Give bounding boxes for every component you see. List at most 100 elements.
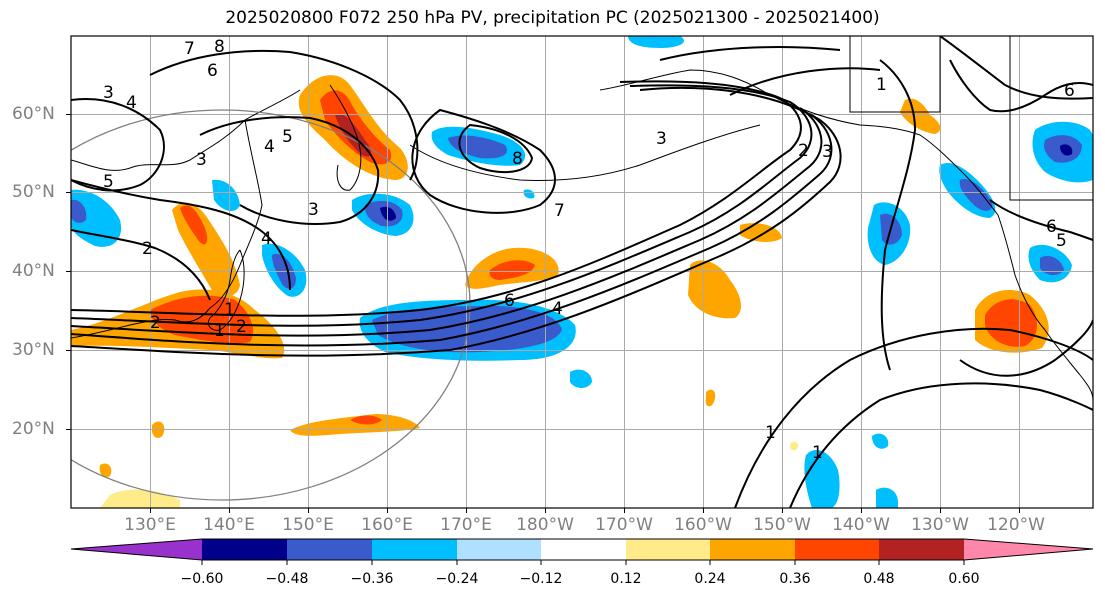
tick-marks <box>66 114 1020 513</box>
contour-label: 1 <box>214 321 225 341</box>
map-area: 8 7 6 3 4 5 4 3 2 4 5 3 2 1 2 1 8 7 6 4 … <box>71 36 1093 508</box>
neg-shade <box>959 179 993 211</box>
contour-label: 7 <box>554 201 565 221</box>
colorbar-cell <box>795 539 879 560</box>
lon-label: 130°E <box>124 515 176 535</box>
contour-label: 3 <box>656 129 667 149</box>
lon-label: 160°E <box>361 515 413 535</box>
colorbar-label: 0.48 <box>863 571 895 587</box>
contour-label: 3 <box>196 150 207 170</box>
neg-shade <box>448 135 508 159</box>
pv-contour <box>659 46 841 61</box>
pos-shade <box>180 205 208 245</box>
pv-contour <box>71 86 842 357</box>
contour-label: 1 <box>224 300 235 320</box>
contour-label: 4 <box>126 93 137 113</box>
colorbar-cell <box>964 539 1093 560</box>
lon-label: 170°W <box>595 515 653 535</box>
coastlines <box>71 36 1093 401</box>
neg-shade <box>876 487 898 508</box>
pv-contour <box>71 179 291 291</box>
neg-shade <box>628 36 684 48</box>
contour-label: 4 <box>552 299 563 319</box>
contour-label: 2 <box>142 239 153 259</box>
pos-shade <box>99 463 112 478</box>
pv-contour <box>729 67 881 96</box>
lat-label: 40°N <box>12 261 55 281</box>
lon-label: 150°W <box>753 515 811 535</box>
neg-shade <box>872 433 889 449</box>
colorbar-label: −0.24 <box>435 571 479 587</box>
pos-shade <box>705 389 716 407</box>
pv-contour <box>71 107 823 337</box>
pos-shade <box>789 441 799 451</box>
canada-box <box>1009 36 1093 201</box>
colorbar-label: −0.48 <box>265 571 309 587</box>
japan-coast <box>207 249 245 331</box>
contour-label: 1 <box>812 443 823 463</box>
lon-label: 140°E <box>203 515 255 535</box>
contour-label: 3 <box>822 142 833 162</box>
pv-contour <box>458 123 534 174</box>
contour-label: 6 <box>1064 81 1075 101</box>
lon-label: 130°W <box>911 515 969 535</box>
colorbar-label: 0.12 <box>610 571 642 587</box>
aleutian-chain <box>409 124 761 181</box>
pv-contours <box>71 36 1093 508</box>
contour-label: 6 <box>1046 217 1057 237</box>
contour-label: 6 <box>504 291 515 311</box>
contour-label: 6 <box>207 61 218 81</box>
contour-label: 7 <box>184 39 195 59</box>
neg-shade <box>71 199 87 223</box>
pv-contour <box>71 98 165 192</box>
lon-label: 120°W <box>987 515 1045 535</box>
colorbar-cell <box>457 539 541 560</box>
colorbar <box>70 538 1094 565</box>
contour-label: 8 <box>214 37 225 57</box>
pv-contour <box>71 113 833 347</box>
pos-shade <box>688 260 742 319</box>
contour-label: 4 <box>261 229 272 249</box>
pv-contour <box>149 49 419 181</box>
colorbar-label: 0.36 <box>779 571 811 587</box>
colorbar-label: 0.24 <box>694 571 726 587</box>
neg-shade <box>1060 144 1073 156</box>
lat-label: 50°N <box>12 182 55 202</box>
lon-label: 160°W <box>674 515 732 535</box>
colorbar-label: 0.60 <box>948 571 980 587</box>
chart-title: 2025020800 F072 250 hPa PV, precipitatio… <box>225 8 880 28</box>
lon-label: 180°W <box>516 515 574 535</box>
contour-label: 2 <box>150 313 161 333</box>
lon-label: 150°E <box>282 515 334 535</box>
reference-ring <box>71 109 471 501</box>
colorbar-cell <box>541 539 626 560</box>
gridlines <box>71 36 1093 508</box>
colorbar-cell <box>372 539 457 560</box>
lon-label: 140°W <box>832 515 890 535</box>
colorbar-cell <box>287 539 372 560</box>
colorbar-cell <box>626 539 710 560</box>
colorbar-cell <box>71 539 202 560</box>
contour-label: 1 <box>876 75 887 95</box>
pv-contour <box>71 229 211 301</box>
contour-label: 8 <box>512 149 523 169</box>
pv-contour <box>949 59 1093 113</box>
pv-contour <box>939 36 1093 100</box>
contour-label: 5 <box>103 172 114 192</box>
pv-contour <box>879 59 917 371</box>
colorbar-cell <box>202 539 287 560</box>
colorbar-label: −0.12 <box>519 571 563 587</box>
kamchatka-coast <box>329 84 362 191</box>
pv-contour <box>959 319 1093 377</box>
neg-shade <box>523 189 535 199</box>
lat-label: 30°N <box>12 340 55 360</box>
lat-label: 60°N <box>12 104 55 124</box>
pos-shade <box>489 260 535 280</box>
colorbar-cell <box>879 539 964 560</box>
neg-shade <box>1040 255 1064 276</box>
pos-shade <box>900 98 941 134</box>
colorbar-label: −0.36 <box>350 571 394 587</box>
contour-label: 4 <box>264 137 275 157</box>
pos-shade <box>985 299 1037 347</box>
